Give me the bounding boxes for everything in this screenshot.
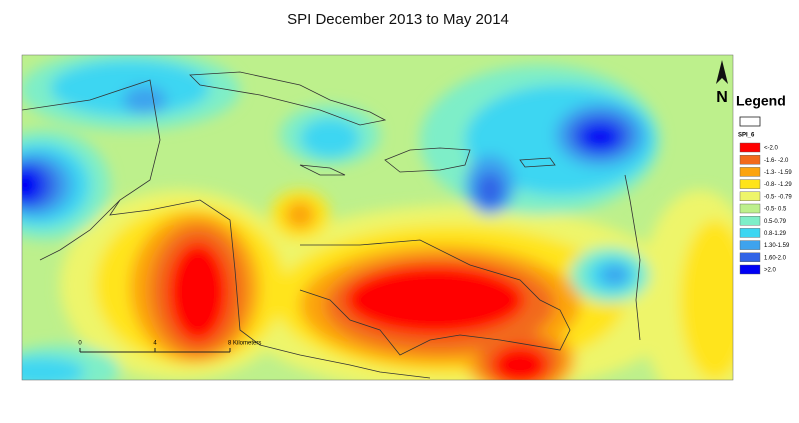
- scale-bar: 0 4 8 Kilometers: [78, 341, 261, 353]
- legend-frame-symbol: [739, 116, 761, 127]
- north-label: N: [716, 89, 728, 106]
- legend-swatch: [739, 252, 761, 263]
- legend-swatch: [739, 154, 761, 165]
- north-arrow: N: [716, 60, 728, 106]
- legend-swatch: [739, 179, 761, 189]
- map-title: SPI December 2013 to May 2014: [287, 11, 509, 28]
- legend-label: 1.30-1.59: [764, 243, 790, 249]
- legend-label: -0.5- 0.5: [764, 207, 787, 213]
- coastlines: [22, 71, 641, 379]
- legend-layer: SPI_6: [738, 133, 755, 139]
- legend-label: 1.60-2.0: [764, 255, 787, 261]
- legend-swatch: [739, 240, 761, 250]
- legend-swatch: [739, 228, 761, 238]
- map-frame: [21, 54, 734, 381]
- legend-title: Legend: [736, 93, 786, 109]
- legend-swatch: [739, 215, 761, 226]
- spi-map: [22, 55, 733, 380]
- legend-swatch: [739, 142, 761, 153]
- scale-label: 0: [78, 341, 82, 347]
- legend-label: -0.8- -1.29: [764, 182, 792, 188]
- legend-swatch: [739, 264, 761, 275]
- scale-label: 8 Kilometers: [228, 341, 261, 347]
- legend: Legend SPI_6 <-2.0 -1.6- -2.0 -1.3- -1.59 -…: [736, 93, 792, 275]
- legend-label: <-2.0: [764, 146, 779, 152]
- legend-label: -0.5- -0.79: [764, 194, 792, 200]
- legend-swatch: [739, 191, 761, 202]
- legend-swatch: [739, 167, 761, 177]
- legend-swatch: [739, 203, 761, 214]
- legend-label: -1.3- -1.59: [764, 170, 792, 176]
- legend-label: 0.8-1.29: [764, 231, 787, 237]
- scale-label: 4: [153, 341, 157, 347]
- legend-label: >2.0: [764, 268, 777, 274]
- legend-label: 0.5-0.79: [764, 219, 787, 225]
- legend-label: -1.6- -2.0: [764, 158, 789, 164]
